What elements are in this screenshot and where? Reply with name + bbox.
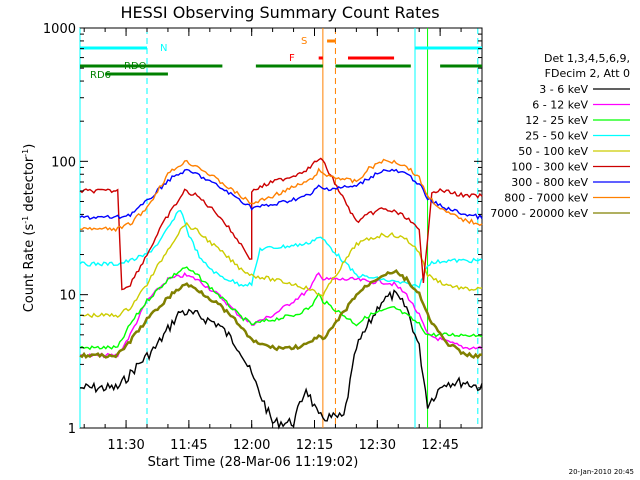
x-tick-label-2: 12:00 <box>233 438 270 453</box>
series-lines <box>79 157 483 430</box>
legend-label-2: 12 - 25 keV <box>525 114 588 127</box>
vertical-markers <box>79 28 479 428</box>
legend-label-5: 100 - 300 keV <box>511 161 588 174</box>
series-line-2 <box>79 266 483 351</box>
x-tick-label-0: 11:30 <box>107 438 144 453</box>
legend-label-6: 300 - 800 keV <box>511 176 588 189</box>
series-line-5 <box>79 157 483 291</box>
y-axis-label-main: Count Rate (s <box>22 224 37 313</box>
series-line-3 <box>79 209 483 289</box>
x-axis-label: Start Time (28-Mar-06 11:19:02) <box>148 455 359 470</box>
y-axis-label-mid: detector <box>22 156 37 216</box>
flag-label-f: F <box>289 53 295 64</box>
series-line-4 <box>79 221 483 319</box>
y-tick-label-2: 100 <box>51 155 76 170</box>
y-axis-label-sup1: -1 <box>21 216 30 224</box>
y-tick-label-1: 10 <box>59 289 76 304</box>
x-tick-label-1: 11:45 <box>170 438 207 453</box>
legend-header-line2: FDecim 2, Att 0 <box>545 67 630 80</box>
y-tick-label-3: 1000 <box>43 22 76 37</box>
series-line-0 <box>79 289 483 430</box>
legend-label-3: 25 - 50 keV <box>525 130 588 143</box>
legend-label-0: 3 - 6 keV <box>539 83 588 96</box>
x-tick-label-3: 12:15 <box>296 438 333 453</box>
legend-label-4: 50 - 100 keV <box>518 145 588 158</box>
series-line-7 <box>79 158 483 233</box>
series-line-6 <box>79 168 483 221</box>
x-tick-label-5: 12:45 <box>421 438 458 453</box>
y-axis-label: Count Rate (s-1 detector-1) <box>21 144 37 313</box>
flag-label-n: N <box>160 43 167 54</box>
legend-label-1: 6 - 12 keV <box>532 99 588 112</box>
flag-bars: N RDO RD6 SF <box>80 36 482 81</box>
axis-ticks: 1 10 100 1000 11:30 11:45 12:00 12:15 12:30 12:45 <box>43 22 482 453</box>
series-line-8 <box>79 268 483 360</box>
generation-timestamp: 20-Jan-2010 20:45 <box>569 468 634 476</box>
y-tick-label-0: 1 <box>68 422 76 437</box>
series-line-1 <box>79 271 483 359</box>
flag-label-rd6: RD6 <box>90 70 111 81</box>
flag-label-s: S <box>301 36 307 47</box>
y-axis-label-sup2: -1 <box>21 149 30 157</box>
legend-header-line1: Det 1,3,4,5,6,9, <box>544 52 630 65</box>
legend-label-7: 800 - 7000 keV <box>504 192 588 205</box>
y-axis-label-end: ) <box>22 144 37 149</box>
chart-title: HESSI Observing Summary Count Rates <box>120 3 439 22</box>
legend-label-8: 7000 - 20000 keV <box>490 207 588 220</box>
x-tick-label-4: 12:30 <box>359 438 396 453</box>
flag-label-rdo: RDO <box>124 61 147 72</box>
legend: Det 1,3,4,5,6,9, FDecim 2, Att 0 3 - 6 k… <box>490 52 630 220</box>
